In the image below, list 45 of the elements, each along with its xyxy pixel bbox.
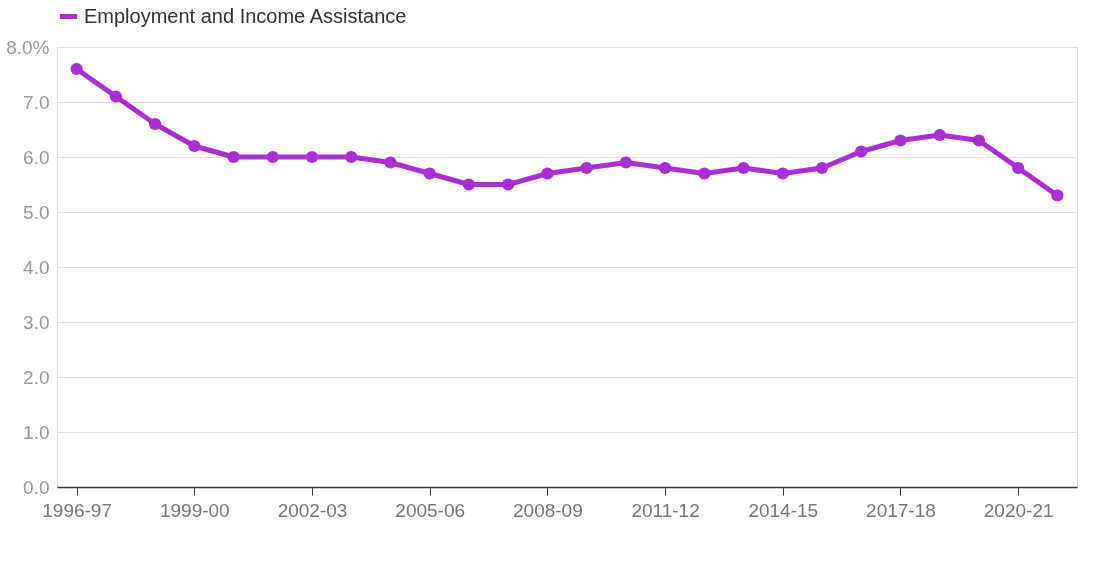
x-tick-label: 2017-18	[866, 499, 936, 521]
point	[1012, 161, 1025, 175]
x-tick-label: 2008-09	[513, 499, 583, 521]
point	[384, 156, 397, 169]
point	[227, 150, 240, 164]
point	[502, 178, 515, 191]
point	[148, 117, 162, 131]
point	[698, 167, 711, 180]
point	[776, 167, 789, 180]
point	[70, 62, 83, 76]
point	[933, 128, 946, 142]
point	[815, 161, 829, 175]
point	[423, 167, 436, 180]
point	[109, 90, 122, 103]
legend-label: Employment and Income Assistance	[84, 4, 407, 27]
point	[541, 167, 554, 180]
x-tick-label: 2005-06	[395, 499, 466, 521]
point	[305, 150, 319, 164]
y-tick-label: 2.0	[23, 366, 50, 388]
point	[1051, 189, 1064, 202]
point	[266, 150, 279, 164]
y-tick-label: 5.0	[23, 201, 50, 223]
point	[737, 161, 750, 175]
x-tick-label: 1996-97	[42, 499, 112, 521]
y-tick-label: 8.0%	[6, 36, 50, 58]
y-tick-label: 0.0	[23, 476, 50, 498]
x-tick-label: 2002-03	[277, 499, 348, 521]
point	[894, 134, 907, 147]
y-tick-label: 3.0	[23, 311, 50, 333]
x-tick-label: 2020-21	[983, 499, 1054, 521]
y-tick-label: 4.0	[23, 256, 50, 278]
point	[580, 161, 593, 175]
y-tick-label: 1.0	[23, 421, 50, 443]
y-tick-label: 7.0	[23, 91, 50, 113]
point	[855, 145, 868, 158]
x-tick-label: 2011-12	[631, 499, 700, 521]
point	[658, 161, 672, 175]
point	[619, 156, 632, 169]
point	[188, 139, 201, 153]
point	[345, 150, 358, 164]
point	[972, 134, 986, 147]
y-tick-label: 6.0	[23, 146, 50, 168]
point	[462, 178, 476, 191]
x-tick-label: 1999-00	[159, 499, 230, 521]
x-tick-label: 2014-15	[748, 499, 819, 521]
